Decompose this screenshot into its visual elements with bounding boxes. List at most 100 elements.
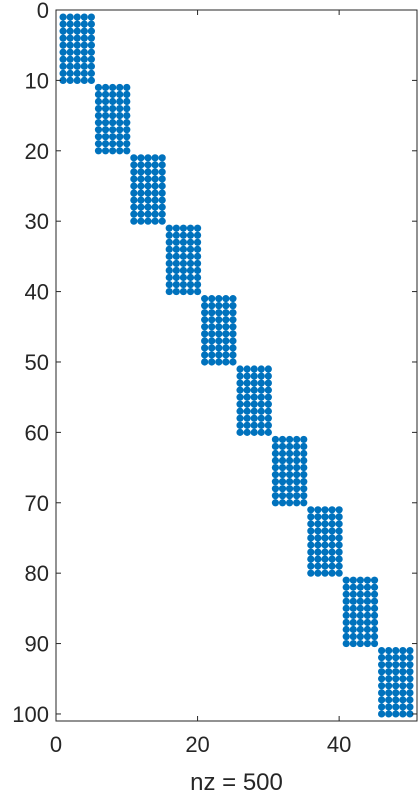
nonzero-marker xyxy=(356,576,364,584)
nonzero-marker xyxy=(356,625,364,634)
nonzero-marker xyxy=(59,48,67,56)
nonzero-marker xyxy=(73,27,81,35)
nonzero-marker xyxy=(285,485,294,493)
nonzero-marker xyxy=(94,140,103,148)
nonzero-marker xyxy=(172,245,180,253)
nonzero-marker xyxy=(116,104,124,113)
nonzero-marker xyxy=(130,161,138,169)
nonzero-marker xyxy=(399,661,407,669)
nonzero-marker xyxy=(243,400,251,408)
nonzero-marker xyxy=(307,534,315,542)
nonzero-marker xyxy=(158,189,166,197)
nonzero-marker xyxy=(349,611,357,620)
nonzero-marker xyxy=(208,351,216,359)
y-tick-label: 20 xyxy=(25,139,49,164)
nonzero-marker xyxy=(80,20,88,28)
nonzero-marker xyxy=(151,161,159,169)
nonzero-marker xyxy=(300,499,308,507)
nonzero-marker xyxy=(307,562,315,570)
nonzero-marker xyxy=(307,541,315,549)
nonzero-marker xyxy=(80,34,88,42)
nonzero-marker xyxy=(250,379,258,387)
nonzero-marker xyxy=(109,83,117,92)
nonzero-marker xyxy=(314,562,322,570)
nonzero-marker xyxy=(335,513,343,521)
nonzero-marker xyxy=(137,175,145,183)
nonzero-marker xyxy=(378,661,386,669)
nonzero-marker xyxy=(250,365,258,373)
nonzero-marker xyxy=(285,471,294,479)
nonzero-marker xyxy=(335,527,343,535)
nonzero-marker xyxy=(300,492,308,500)
nonzero-marker xyxy=(392,710,400,718)
nonzero-marker xyxy=(186,273,195,282)
nonzero-marker xyxy=(349,604,357,612)
nonzero-marker xyxy=(73,41,81,49)
nonzero-marker xyxy=(271,456,280,465)
nonzero-marker xyxy=(137,196,145,204)
nonzero-marker xyxy=(307,527,315,535)
x-tick-label: 40 xyxy=(327,732,351,757)
nonzero-marker xyxy=(335,520,343,528)
nonzero-marker xyxy=(158,217,166,225)
nonzero-marker xyxy=(300,485,308,493)
nonzero-marker xyxy=(151,210,159,218)
nonzero-marker xyxy=(208,337,216,345)
nonzero-marker xyxy=(158,154,166,162)
nonzero-marker xyxy=(356,597,364,605)
nonzero-marker xyxy=(300,478,308,486)
nonzero-marker xyxy=(406,668,414,676)
nonzero-marker xyxy=(144,189,152,197)
nonzero-marker xyxy=(250,428,258,436)
nonzero-marker xyxy=(101,90,110,99)
nonzero-marker xyxy=(370,632,379,641)
y-tick-label: 60 xyxy=(25,420,49,445)
y-tick-label: 30 xyxy=(25,209,49,234)
nonzero-marker xyxy=(151,203,159,211)
nonzero-marker xyxy=(370,639,379,648)
nonzero-marker xyxy=(165,287,173,296)
nonzero-marker xyxy=(342,583,350,591)
nonzero-marker xyxy=(215,302,223,310)
nonzero-marker xyxy=(335,541,343,549)
nonzero-marker xyxy=(257,428,265,436)
nonzero-marker xyxy=(300,435,308,444)
nonzero-marker xyxy=(250,414,258,422)
nonzero-marker xyxy=(236,379,244,387)
nonzero-marker xyxy=(328,555,336,563)
nonzero-marker xyxy=(335,534,343,542)
nonzero-marker xyxy=(236,407,244,415)
nonzero-marker xyxy=(66,76,74,84)
y-tick-label: 80 xyxy=(25,561,49,586)
nonzero-marker xyxy=(215,337,223,345)
nonzero-marker xyxy=(307,520,315,528)
nonzero-marker xyxy=(208,302,216,310)
nonzero-marker xyxy=(236,386,244,394)
nonzero-marker xyxy=(406,710,414,718)
nonzero-marker xyxy=(321,569,329,577)
nonzero-marker xyxy=(222,316,230,324)
nonzero-marker xyxy=(123,104,131,113)
nonzero-marker xyxy=(385,703,393,711)
nonzero-marker xyxy=(222,358,230,366)
nonzero-marker xyxy=(342,639,350,648)
nonzero-marker xyxy=(186,245,195,253)
nonzero-marker xyxy=(321,506,329,514)
nonzero-marker xyxy=(243,379,251,387)
nonzero-marker xyxy=(94,104,103,113)
nonzero-marker xyxy=(73,48,81,56)
nonzero-marker xyxy=(307,513,315,521)
nonzero-marker xyxy=(229,358,237,366)
nonzero-marker xyxy=(193,224,202,232)
nonzero-marker xyxy=(215,316,223,324)
nonzero-marker xyxy=(363,625,372,634)
nonzero-marker xyxy=(201,351,209,359)
nonzero-marker xyxy=(201,323,209,331)
nonzero-marker xyxy=(215,330,223,338)
nonzero-marker xyxy=(59,20,67,28)
nonzero-marker xyxy=(193,280,202,289)
nonzero-marker xyxy=(278,456,287,465)
nonzero-marker xyxy=(314,520,322,528)
nonzero-marker xyxy=(109,90,117,99)
nonzero-marker xyxy=(378,696,386,704)
